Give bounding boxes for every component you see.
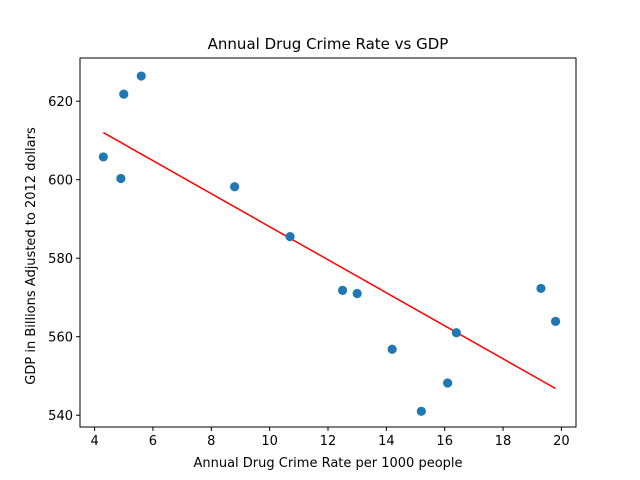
y-tick-label: 540: [48, 409, 73, 424]
data-point: [443, 378, 453, 388]
data-point: [416, 406, 426, 416]
trend-line: [102, 131, 556, 390]
x-tick-label: 14: [378, 434, 395, 449]
data-point: [451, 328, 461, 338]
x-tick-label: 20: [553, 434, 570, 449]
x-tick-label: 4: [90, 434, 98, 449]
x-tick-label: 16: [436, 434, 453, 449]
y-tick-label: 600: [48, 174, 73, 189]
data-point: [136, 71, 146, 81]
chart-title: Annual Drug Crime Rate vs GDP: [208, 35, 449, 53]
x-tick-label: 18: [495, 434, 512, 449]
x-tick-label: 10: [261, 434, 278, 449]
y-tick-label: 580: [48, 252, 73, 267]
axis-ticks: 4 6 8 10 12 14 16 18 20 540 560 580 600 620: [48, 95, 570, 449]
x-tick-label: 8: [207, 434, 215, 449]
data-point: [387, 344, 397, 354]
data-point: [98, 152, 108, 162]
y-axis-label: GDP in Billions Adjusted to 2012 dollars: [24, 127, 39, 385]
data-point: [337, 285, 348, 295]
data-point: [536, 283, 546, 294]
x-tick-label: 12: [320, 434, 337, 449]
x-tick-label: 6: [149, 434, 157, 449]
x-axis-label: Annual Drug Crime Rate per 1000 people: [193, 456, 462, 471]
y-tick-label: 560: [48, 331, 73, 346]
y-tick-label: 620: [48, 95, 73, 110]
data-point: [285, 232, 295, 242]
data-point: [116, 173, 126, 184]
data-point: [230, 182, 240, 192]
data-point: [352, 288, 362, 299]
data-point: [119, 89, 129, 99]
data-point: [550, 316, 561, 327]
data-marks: [98, 71, 561, 416]
